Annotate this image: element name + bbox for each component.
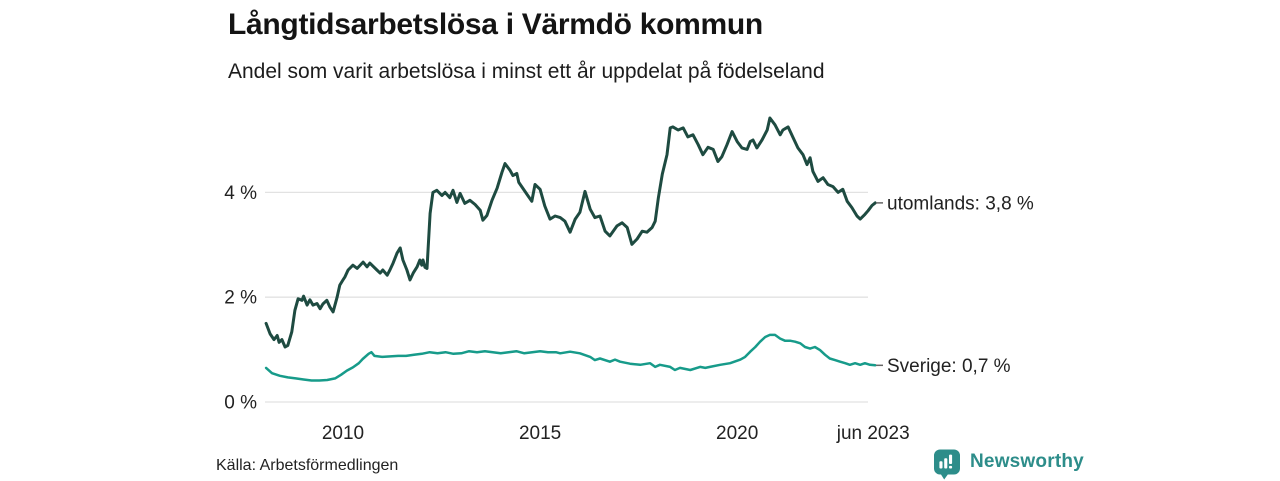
y-tick-label: 4 % bbox=[224, 183, 257, 204]
x-tick-label: 2010 bbox=[322, 423, 364, 444]
data-series-lines bbox=[264, 116, 877, 382]
x-tick-label: 2020 bbox=[716, 423, 758, 444]
y-tick-label: 2 % bbox=[224, 288, 257, 309]
series-line-sverige bbox=[264, 333, 877, 382]
bar-chart-glyph bbox=[939, 454, 953, 469]
series-end-label-utomlands: utomlands: 3,8 % bbox=[887, 193, 1034, 214]
series-end-labels: utomlands: 3,8 % Sverige: 0,7 % bbox=[876, 193, 1034, 377]
x-axis-tick-labels: 2010 2015 2020 jun 2023 bbox=[322, 423, 910, 444]
newsworthy-logo-icon bbox=[934, 449, 960, 480]
series-end-label-sverige: Sverige: 0,7 % bbox=[887, 356, 1011, 377]
x-tick-label: jun 2023 bbox=[836, 423, 910, 444]
chart-title: Långtidsarbetslösa i Värmdö kommun bbox=[228, 8, 763, 41]
y-tick-label: 0 % bbox=[224, 393, 257, 414]
brand-lockup: Newsworthy bbox=[934, 449, 1084, 481]
brand-wordmark: Newsworthy bbox=[970, 451, 1084, 472]
chart-subtitle: Andel som varit arbetslösa i minst ett å… bbox=[228, 60, 825, 83]
series-line-utomlands bbox=[264, 116, 877, 349]
source-note: Källa: Arbetsförmedlingen bbox=[216, 457, 399, 474]
gridlines bbox=[265, 191, 868, 403]
x-tick-label: 2015 bbox=[519, 423, 561, 444]
y-axis-tick-labels: 0 % 2 % 4 % bbox=[224, 183, 257, 414]
